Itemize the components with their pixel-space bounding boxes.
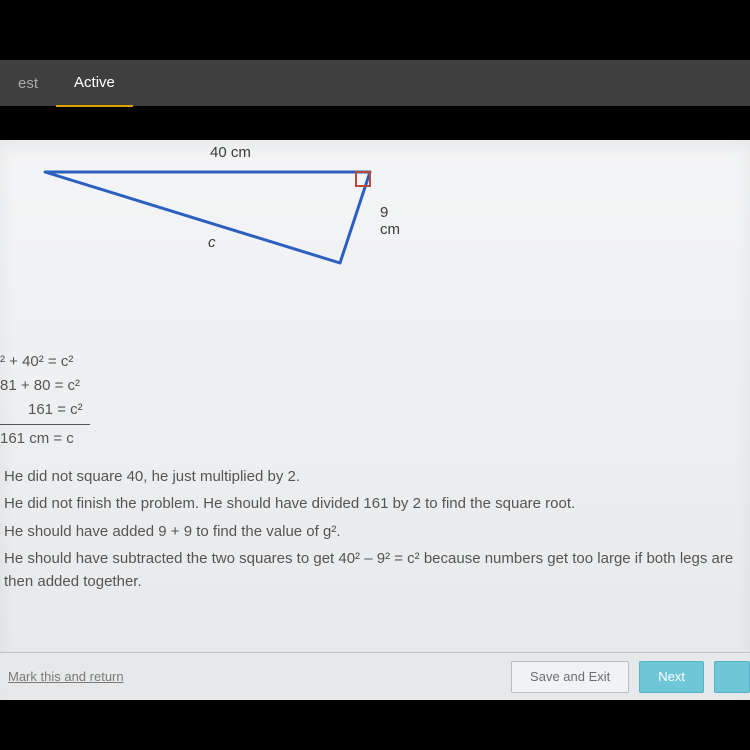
answer-list: He did not square 40, he just multiplied… <box>4 465 739 597</box>
answer-text: He should have subtracted the two square… <box>4 547 739 594</box>
answer-option-d[interactable]: He should have subtracted the two square… <box>4 547 739 594</box>
answer-option-c[interactable]: He should have added 9 + 9 to find the v… <box>4 520 739 543</box>
footer-bar: Mark this and return Save and Exit Next <box>0 652 750 700</box>
triangle-diagram: 40 cm 9 cm c <box>40 150 400 280</box>
mark-and-return-link[interactable]: Mark this and return <box>6 669 124 684</box>
worked-equations: ² + 40² = c² 81 + 80 = c² 161 = c² 161 c… <box>0 350 90 451</box>
triangle-svg <box>40 150 400 280</box>
next-button[interactable]: Next <box>639 661 704 693</box>
eq-line-3: 161 = c² <box>0 398 90 422</box>
answer-text: He should have added 9 + 9 to find the v… <box>4 520 739 543</box>
top-tab-bar: est Active <box>0 60 750 106</box>
tab-est[interactable]: est <box>0 60 56 106</box>
eq-line-1: ² + 40² = c² <box>0 350 90 374</box>
answer-option-a[interactable]: He did not square 40, he just multiplied… <box>4 465 739 488</box>
submit-button[interactable] <box>714 661 750 693</box>
eq-line-4: 161 cm = c <box>0 424 90 451</box>
question-panel: 40 cm 9 cm c ² + 40² = c² 81 + 80 = c² 1… <box>0 140 750 700</box>
label-hypotenuse: c <box>208 234 216 251</box>
answer-text: He did not square 40, he just multiplied… <box>4 465 739 488</box>
label-right-leg: 9 cm <box>380 204 400 238</box>
tab-active[interactable]: Active <box>56 59 133 107</box>
answer-text: He did not finish the problem. He should… <box>4 492 739 515</box>
eq-line-2: 81 + 80 = c² <box>0 374 90 398</box>
answer-option-b[interactable]: He did not finish the problem. He should… <box>4 492 739 515</box>
save-and-exit-button[interactable]: Save and Exit <box>511 661 629 693</box>
label-top-leg: 40 cm <box>210 144 251 161</box>
